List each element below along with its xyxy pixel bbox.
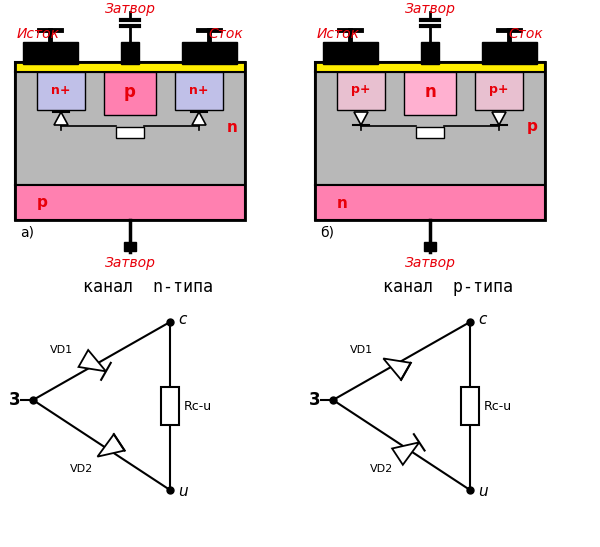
Text: n: n [424, 83, 436, 101]
Bar [421, 42, 439, 64]
Text: VD2: VD2 [70, 463, 94, 474]
Bar [15, 72, 245, 185]
Bar [182, 42, 237, 64]
Bar [475, 72, 523, 110]
Bar [416, 127, 444, 138]
Bar [323, 42, 378, 64]
Text: Затвор: Затвор [104, 256, 155, 270]
Bar [315, 62, 545, 220]
Text: Исток: Исток [17, 27, 60, 41]
Bar [337, 72, 385, 110]
Text: Затвор: Затвор [104, 2, 155, 16]
Bar [37, 72, 85, 110]
Text: б): б) [320, 225, 334, 239]
Text: VD1: VD1 [50, 345, 73, 355]
Polygon shape [54, 112, 68, 125]
Text: p+: p+ [351, 84, 371, 96]
Text: канал  p-типа: канал p-типа [383, 278, 513, 296]
Text: Затвор: Затвор [404, 256, 455, 270]
Bar [482, 42, 537, 64]
Polygon shape [192, 112, 206, 125]
Text: c: c [478, 312, 487, 328]
Bar [121, 42, 139, 64]
Text: n+: n+ [189, 84, 209, 96]
Bar [15, 62, 245, 220]
Text: u: u [478, 485, 488, 499]
Text: Сток: Сток [508, 27, 543, 41]
Text: 3: 3 [310, 391, 321, 409]
Text: Rc-u: Rc-u [184, 399, 212, 412]
Bar [116, 127, 144, 138]
Text: p+: p+ [489, 84, 509, 96]
Text: n: n [337, 195, 348, 211]
Text: Исток: Исток [317, 27, 360, 41]
Bar [23, 42, 78, 64]
Bar [315, 185, 545, 220]
Text: n+: n+ [51, 84, 71, 96]
Text: VD2: VD2 [370, 463, 394, 474]
Text: u: u [178, 485, 188, 499]
Bar [15, 185, 245, 220]
Text: p: p [37, 195, 48, 211]
Bar [175, 72, 223, 110]
Text: Затвор: Затвор [404, 2, 455, 16]
Polygon shape [79, 350, 106, 371]
Text: p: p [527, 119, 538, 135]
Bar [124, 242, 136, 251]
Bar [404, 72, 456, 115]
Bar [104, 72, 156, 115]
Text: канал  n-типа: канал n-типа [83, 278, 213, 296]
Text: 3: 3 [10, 391, 21, 409]
Polygon shape [492, 112, 506, 125]
Bar [315, 62, 545, 72]
Bar [15, 62, 245, 72]
Text: Сток: Сток [208, 27, 243, 41]
Polygon shape [383, 358, 411, 380]
Text: Rc-u: Rc-u [484, 399, 512, 412]
Text: n: n [227, 119, 238, 135]
Text: p: p [124, 83, 136, 101]
Polygon shape [392, 443, 419, 465]
Text: VD1: VD1 [350, 345, 373, 355]
Text: c: c [178, 312, 187, 328]
Polygon shape [97, 434, 125, 457]
Bar [315, 72, 545, 185]
Bar [461, 387, 479, 425]
Text: а): а) [20, 225, 34, 239]
Bar [424, 242, 436, 251]
Bar [161, 387, 179, 425]
Polygon shape [354, 112, 368, 125]
